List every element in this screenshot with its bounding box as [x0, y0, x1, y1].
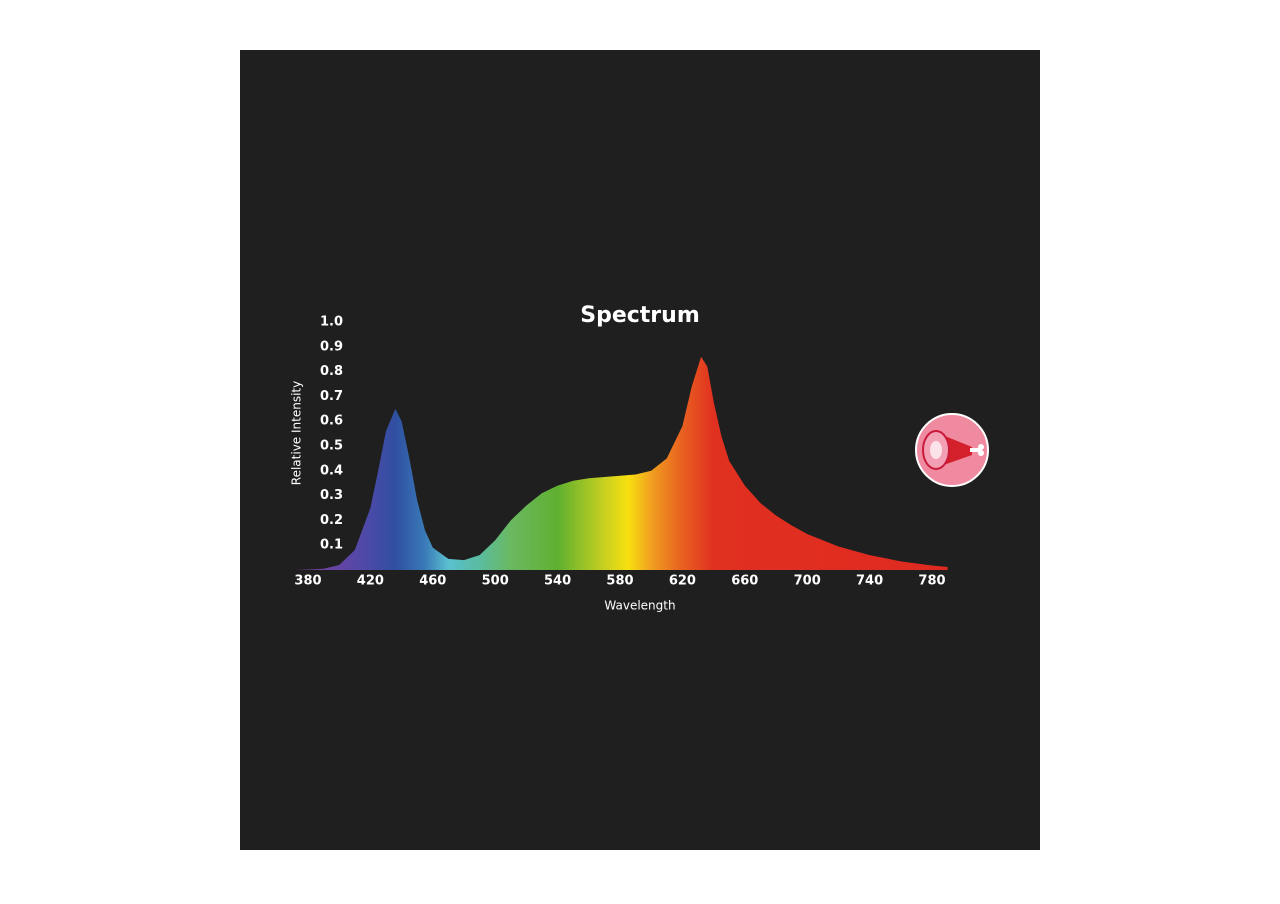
x-tick-label: 500 [482, 574, 509, 589]
x-tick-label: 620 [669, 574, 696, 589]
x-tick-label: 700 [794, 574, 821, 589]
x-tick-label: 380 [294, 574, 321, 589]
x-tick-label: 580 [606, 574, 633, 589]
y-tick-label: 0.7 [320, 389, 343, 404]
y-tick-label: 0.9 [320, 339, 343, 354]
y-tick-label: 0.3 [320, 488, 343, 503]
x-tick-label: 420 [357, 574, 384, 589]
chart-title: Spectrum [580, 303, 700, 328]
x-axis-label: Wavelength [604, 599, 675, 613]
y-tick-label: 0.8 [320, 364, 343, 379]
y-tick-label: 0.4 [320, 463, 343, 478]
x-tick-label: 660 [731, 574, 758, 589]
x-tick-label: 780 [918, 574, 945, 589]
y-tick-label: 0.2 [320, 513, 343, 528]
spectrum-area [295, 356, 948, 570]
y-tick-label: 0.5 [320, 439, 343, 454]
x-tick-label: 540 [544, 574, 571, 589]
meat-icon [915, 413, 989, 487]
y-tick-label: 1.0 [320, 315, 343, 330]
y-tick-label: 0.1 [320, 538, 343, 553]
panel [240, 50, 1040, 850]
y-tick-label: 0.6 [320, 414, 343, 429]
x-tick-label: 460 [419, 574, 446, 589]
x-tick-label: 740 [856, 574, 883, 589]
y-axis-label: Relative Intensity [290, 381, 304, 485]
